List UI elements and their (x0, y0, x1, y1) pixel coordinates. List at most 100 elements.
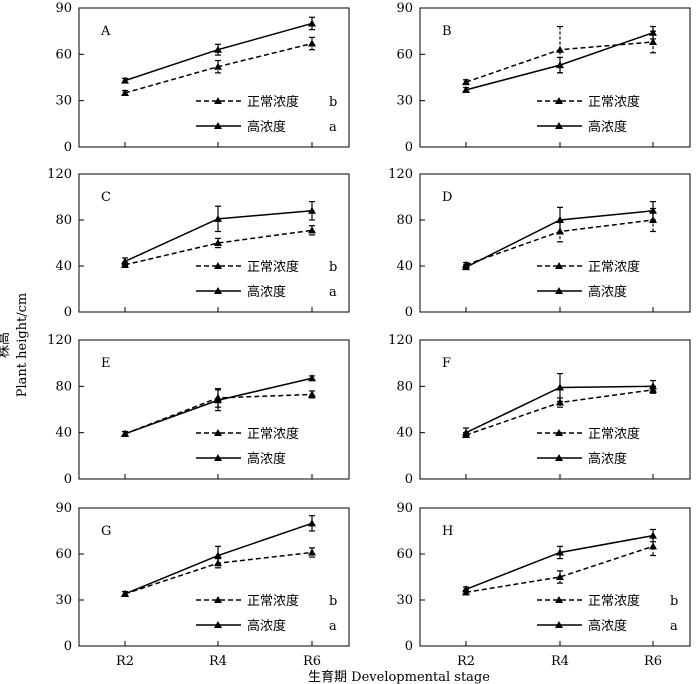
data-point-marker (556, 548, 564, 556)
significance-letter: b (329, 594, 337, 609)
y-tick-label: 90 (55, 501, 72, 516)
x-tick-label: R4 (209, 654, 227, 669)
data-point-marker (308, 206, 316, 214)
data-point-marker (556, 398, 564, 406)
data-point-marker (649, 542, 657, 550)
panel-a-letter: A (100, 24, 111, 39)
legend-label: 正常浓度 (247, 259, 299, 275)
series-high-concentration (121, 16, 316, 84)
series-high-concentration (462, 201, 657, 271)
significance-letter: a (670, 619, 678, 634)
data-point-marker (308, 39, 316, 47)
y-tick-label: 30 (396, 94, 413, 109)
legend-marker (555, 262, 563, 269)
panel-h-letter: H (442, 524, 453, 539)
y-tick-label: 0 (405, 472, 413, 487)
panel-g-frame (78, 507, 350, 647)
y-axis-title-cn: 株高 (0, 332, 12, 358)
panel-e-frame (78, 339, 350, 480)
legend-label: 高浓度 (247, 618, 286, 634)
data-point-marker (462, 78, 470, 86)
legend-marker (555, 429, 563, 436)
significance-letter: b (329, 260, 337, 275)
y-tick-label: 40 (396, 259, 413, 274)
data-point-marker (308, 519, 316, 527)
y-tick-label: 90 (396, 1, 413, 16)
data-point-marker (214, 551, 222, 559)
legend-label: 正常浓度 (588, 259, 640, 275)
data-point-marker (121, 257, 129, 265)
legend-marker (214, 621, 222, 628)
y-tick-label: 60 (396, 47, 413, 62)
panel-c: 0 40 80 120 C 正常浓度 b 高浓度 a (47, 167, 350, 320)
legend-label: 正常浓度 (588, 94, 640, 110)
panel-a-frame (78, 7, 350, 148)
y-tick-label: 90 (396, 501, 413, 516)
y-tick-label: 0 (405, 140, 413, 155)
significance-letter: a (329, 619, 337, 634)
data-point-marker (556, 573, 564, 580)
significance-letter: a (329, 285, 337, 300)
data-point-marker (308, 390, 316, 398)
y-tick-label: 120 (388, 167, 413, 182)
panel-c-letter: C (101, 190, 111, 205)
series-high-concentration (121, 374, 316, 437)
data-point-marker (121, 88, 129, 96)
data-point-marker (308, 374, 316, 382)
series-high-concentration (462, 372, 657, 438)
legend-label: 高浓度 (588, 119, 627, 135)
legend-marker (555, 621, 563, 628)
legend-marker (214, 97, 222, 104)
significance-letter: b (670, 594, 678, 609)
legend-label: 正常浓度 (247, 94, 299, 110)
data-point-marker (214, 62, 222, 70)
x-axis-title: 生育期 Developmental stage (308, 669, 490, 684)
series-high-concentration (121, 515, 316, 597)
significance-letter: b (329, 95, 337, 110)
data-point-marker (308, 226, 316, 234)
legend-label: 高浓度 (247, 284, 286, 300)
x-tick-label: R2 (116, 654, 134, 669)
panel-f-frame (419, 339, 691, 480)
significance-letter: a (329, 120, 337, 135)
legend-marker (214, 429, 222, 436)
data-point-marker (121, 76, 129, 84)
series-normal-concentration (121, 36, 316, 96)
panel-b-letter: B (442, 24, 452, 39)
y-tick-label: 120 (47, 333, 72, 348)
y-tick-label: 40 (55, 259, 72, 274)
data-point-marker (556, 216, 564, 223)
y-tick-label: 80 (55, 213, 72, 228)
y-tick-label: 0 (64, 305, 72, 320)
series-line (465, 545, 654, 594)
legend-marker (555, 596, 563, 603)
data-point-marker (214, 396, 222, 404)
series-high-concentration (462, 528, 657, 593)
legend-label: 高浓度 (247, 119, 286, 135)
data-point-marker (556, 61, 564, 69)
data-point-marker (462, 585, 470, 593)
x-tick-label: R4 (551, 654, 569, 669)
legend-marker (214, 596, 222, 603)
y-tick-label: 0 (405, 305, 413, 320)
y-tick-label: 120 (388, 333, 413, 348)
series-high-concentration (121, 201, 316, 266)
data-point-marker (121, 589, 129, 597)
series-normal-concentration (462, 25, 657, 86)
legend-marker (555, 454, 563, 461)
y-tick-label: 120 (47, 167, 72, 182)
y-tick-label: 0 (64, 639, 72, 654)
panel-g-letter: G (101, 524, 111, 539)
data-point-marker (214, 214, 222, 222)
legend-label: 正常浓度 (247, 593, 299, 609)
legend: 正常浓度 b 高浓度 a (196, 94, 337, 135)
panel-c-frame (78, 173, 350, 313)
data-point-marker (308, 19, 316, 27)
panel-e-letter: E (101, 356, 111, 371)
